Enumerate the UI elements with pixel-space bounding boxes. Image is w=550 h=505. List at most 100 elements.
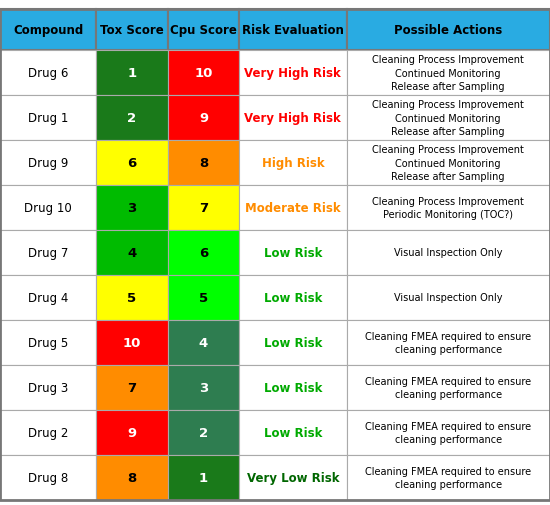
Text: 4: 4 — [199, 336, 208, 349]
Bar — [239, 141, 346, 186]
Bar — [96, 365, 168, 410]
Text: Visual Inspection Only: Visual Inspection Only — [394, 293, 503, 303]
Bar — [168, 10, 239, 51]
Bar — [96, 10, 168, 51]
Text: Drug 6: Drug 6 — [28, 67, 68, 80]
Text: 2: 2 — [199, 426, 208, 439]
Text: 6: 6 — [128, 157, 136, 170]
Text: 9: 9 — [128, 426, 136, 439]
Bar — [168, 320, 239, 365]
Text: Cleaning Process Improvement
Continued Monitoring
Release after Sampling: Cleaning Process Improvement Continued M… — [372, 55, 524, 91]
Text: 8: 8 — [199, 157, 208, 170]
Text: Drug 2: Drug 2 — [28, 426, 68, 439]
Bar — [239, 51, 346, 96]
Bar — [168, 141, 239, 186]
Text: 10: 10 — [194, 67, 213, 80]
Text: Drug 10: Drug 10 — [24, 201, 72, 215]
Bar — [96, 455, 168, 500]
Text: Cleaning Process Improvement
Continued Monitoring
Release after Sampling: Cleaning Process Improvement Continued M… — [372, 100, 524, 136]
Text: Drug 8: Drug 8 — [28, 471, 68, 484]
Text: 7: 7 — [199, 201, 208, 215]
Bar — [346, 410, 550, 455]
Text: Low Risk: Low Risk — [263, 336, 322, 349]
Text: Cleaning Process Improvement
Continued Monitoring
Release after Sampling: Cleaning Process Improvement Continued M… — [372, 145, 524, 181]
Text: Cleaning FMEA required to ensure
cleaning performance: Cleaning FMEA required to ensure cleanin… — [365, 466, 531, 489]
Bar — [239, 96, 346, 141]
Text: Low Risk: Low Risk — [263, 381, 322, 394]
Text: Cpu Score: Cpu Score — [170, 24, 237, 37]
Text: 3: 3 — [128, 201, 136, 215]
Text: Low Risk: Low Risk — [263, 426, 322, 439]
Bar — [346, 455, 550, 500]
Text: 6: 6 — [199, 246, 208, 260]
Text: Visual Inspection Only: Visual Inspection Only — [394, 248, 503, 258]
Text: Very High Risk: Very High Risk — [245, 112, 341, 125]
Text: 2: 2 — [128, 112, 136, 125]
Bar — [346, 275, 550, 320]
Text: Cleaning FMEA required to ensure
cleaning performance: Cleaning FMEA required to ensure cleanin… — [365, 331, 531, 355]
Bar — [96, 51, 168, 96]
Bar — [96, 410, 168, 455]
Text: 3: 3 — [199, 381, 208, 394]
Bar — [0, 455, 96, 500]
Bar — [239, 410, 346, 455]
Text: Drug 5: Drug 5 — [28, 336, 68, 349]
Bar — [239, 230, 346, 275]
Text: Drug 9: Drug 9 — [28, 157, 68, 170]
Bar — [96, 96, 168, 141]
Bar — [168, 230, 239, 275]
Bar — [346, 96, 550, 141]
Bar — [168, 96, 239, 141]
Text: 8: 8 — [128, 471, 136, 484]
Text: Cleaning FMEA required to ensure
cleaning performance: Cleaning FMEA required to ensure cleanin… — [365, 421, 531, 444]
Bar — [96, 186, 168, 230]
Bar — [0, 96, 96, 141]
Text: Drug 4: Drug 4 — [28, 291, 68, 305]
Bar — [168, 51, 239, 96]
Text: Moderate Risk: Moderate Risk — [245, 201, 340, 215]
Bar — [96, 275, 168, 320]
Bar — [0, 141, 96, 186]
Bar — [239, 320, 346, 365]
Text: Tox Score: Tox Score — [100, 24, 164, 37]
Bar — [239, 275, 346, 320]
Text: Possible Actions: Possible Actions — [394, 24, 502, 37]
Bar — [239, 186, 346, 230]
Bar — [0, 365, 96, 410]
Bar — [239, 455, 346, 500]
Text: Very Low Risk: Very Low Risk — [246, 471, 339, 484]
Bar — [96, 230, 168, 275]
Bar — [346, 365, 550, 410]
Text: Cleaning FMEA required to ensure
cleaning performance: Cleaning FMEA required to ensure cleanin… — [365, 376, 531, 399]
Text: Drug 3: Drug 3 — [28, 381, 68, 394]
Bar — [346, 230, 550, 275]
Bar — [346, 10, 550, 51]
Text: Low Risk: Low Risk — [263, 291, 322, 305]
Bar — [168, 455, 239, 500]
Text: Drug 1: Drug 1 — [28, 112, 68, 125]
Text: Risk Evaluation: Risk Evaluation — [242, 24, 344, 37]
Text: 5: 5 — [199, 291, 208, 305]
Text: Compound: Compound — [13, 24, 83, 37]
Bar — [346, 186, 550, 230]
Text: High Risk: High Risk — [262, 157, 324, 170]
Bar — [0, 275, 96, 320]
Text: 10: 10 — [123, 336, 141, 349]
Bar — [96, 320, 168, 365]
Text: Low Risk: Low Risk — [263, 246, 322, 260]
Bar — [0, 410, 96, 455]
Bar — [346, 320, 550, 365]
Bar — [168, 410, 239, 455]
Text: 1: 1 — [128, 67, 136, 80]
Text: 4: 4 — [128, 246, 136, 260]
Bar — [168, 275, 239, 320]
Text: 1: 1 — [199, 471, 208, 484]
Bar — [0, 51, 96, 96]
Bar — [346, 51, 550, 96]
Bar — [0, 320, 96, 365]
Bar — [0, 186, 96, 230]
Bar — [168, 365, 239, 410]
Bar — [0, 10, 96, 51]
Text: 7: 7 — [128, 381, 136, 394]
Bar — [168, 186, 239, 230]
